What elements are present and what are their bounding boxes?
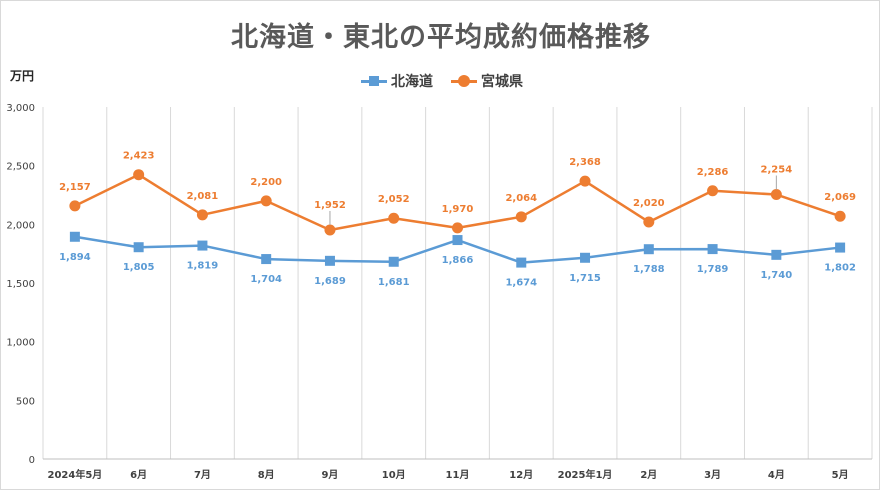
x-tick-label: 3月 xyxy=(704,469,721,481)
data-point-miyagi xyxy=(515,211,527,223)
data-point-miyagi xyxy=(69,200,81,212)
data-point-miyagi xyxy=(770,189,782,201)
data-point-hokkaido xyxy=(452,235,463,246)
x-tick-label: 4月 xyxy=(768,469,785,481)
data-point-hokkaido xyxy=(324,255,335,266)
data-point-miyagi xyxy=(133,169,145,181)
data-label: 1,952 xyxy=(314,200,346,211)
data-label: 1,819 xyxy=(187,261,219,272)
data-label: 1,866 xyxy=(442,255,474,266)
data-label: 2,081 xyxy=(187,191,219,202)
x-tick-label: 2025年1月 xyxy=(558,468,613,481)
data-point-hokkaido xyxy=(516,257,527,268)
data-label: 2,368 xyxy=(569,157,601,168)
data-point-hokkaido xyxy=(197,240,208,251)
y-tick-label: 0 xyxy=(29,455,35,466)
x-tick-label: 12月 xyxy=(509,469,533,481)
series-line-miyagi xyxy=(74,173,841,232)
data-point-miyagi xyxy=(452,222,463,234)
x-tick-label: 11月 xyxy=(446,469,470,481)
y-tick-label: 2,000 xyxy=(6,220,35,231)
data-point-hokkaido xyxy=(133,242,144,253)
data-label: 1,789 xyxy=(697,264,729,275)
data-label: 2,157 xyxy=(59,182,91,193)
y-tick-label: 2,500 xyxy=(6,162,35,173)
data-point-hokkaido xyxy=(261,254,272,265)
data-point-hokkaido xyxy=(707,244,718,255)
data-label: 2,423 xyxy=(123,151,155,162)
data-label: 2,200 xyxy=(250,177,282,188)
y-tick-label: 1,500 xyxy=(6,279,35,290)
chart-title: 北海道・東北の平均成約価格推移 xyxy=(231,22,651,53)
data-point-miyagi xyxy=(834,210,846,222)
data-point-miyagi xyxy=(388,212,400,224)
data-label: 1,674 xyxy=(505,278,537,289)
x-tick-label: 9月 xyxy=(321,469,338,481)
data-point-hokkaido xyxy=(580,252,591,263)
legend-label-hokkaido: 北海道 xyxy=(391,74,433,90)
data-label: 2,052 xyxy=(378,194,410,205)
data-label: 2,064 xyxy=(505,193,537,204)
legend-item-hokkaido: 北海道 xyxy=(361,71,433,91)
x-tick-label: 7月 xyxy=(194,469,211,481)
legend-item-miyagi: 宮城県 xyxy=(451,71,523,91)
data-label: 1,788 xyxy=(633,264,665,275)
x-tick-label: 2月 xyxy=(640,469,657,481)
data-point-hokkaido xyxy=(771,249,782,260)
legend: 北海道 宮城県 xyxy=(361,71,523,91)
x-tick-label: 6月 xyxy=(130,469,147,481)
data-point-miyagi xyxy=(707,185,719,197)
data-label: 1,715 xyxy=(569,273,601,284)
data-label: 1,704 xyxy=(250,274,282,285)
data-label: 1,970 xyxy=(442,204,474,215)
data-point-miyagi xyxy=(579,175,591,187)
x-tick-label: 8月 xyxy=(258,469,275,481)
data-label: 1,802 xyxy=(824,263,856,274)
data-point-hokkaido xyxy=(69,231,80,242)
x-tick-label: 10月 xyxy=(382,469,406,481)
x-tick-label: 5月 xyxy=(832,469,849,481)
data-label: 1,740 xyxy=(761,270,793,281)
data-label: 2,069 xyxy=(824,192,856,203)
y-axis-unit-label: 万円 xyxy=(10,69,35,83)
data-point-miyagi xyxy=(196,209,208,221)
data-label: 2,254 xyxy=(761,165,793,176)
x-tick-label: 2024年5月 xyxy=(47,468,102,481)
y-tick-label: 3,000 xyxy=(6,103,35,114)
data-label: 1,689 xyxy=(314,276,346,287)
data-point-hokkaido xyxy=(835,242,846,253)
data-point-hokkaido xyxy=(388,256,399,267)
data-point-hokkaido xyxy=(643,244,654,255)
data-point-miyagi xyxy=(643,216,655,228)
legend-label-miyagi: 宮城県 xyxy=(481,74,523,90)
y-tick-label: 500 xyxy=(16,396,35,407)
data-point-miyagi xyxy=(260,195,272,207)
data-label: 1,805 xyxy=(123,262,155,273)
legend-swatch-circle-icon xyxy=(451,75,477,87)
legend-swatch-square-icon xyxy=(361,75,387,87)
data-label: 2,286 xyxy=(697,167,729,178)
data-label: 1,894 xyxy=(59,252,91,263)
data-label: 1,681 xyxy=(378,277,410,288)
y-tick-label: 1,000 xyxy=(6,338,35,349)
data-point-miyagi xyxy=(324,224,336,236)
data-label: 2,020 xyxy=(633,198,665,209)
